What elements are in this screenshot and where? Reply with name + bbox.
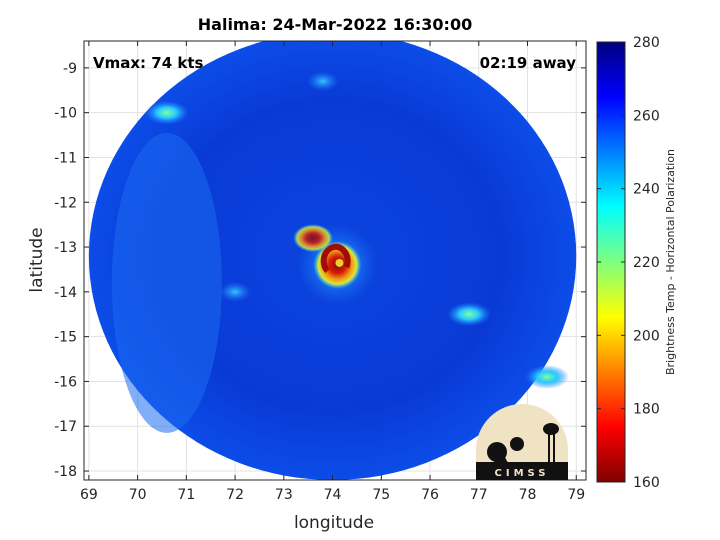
chart-title: Halima: 24-Mar-2022 16:30:00 — [198, 15, 472, 34]
cloud-band-west — [111, 132, 222, 433]
y-tick-label: -10 — [54, 106, 77, 122]
convective-cell — [525, 364, 570, 389]
x-tick-label: 69 — [80, 487, 98, 503]
x-tick-label: 73 — [275, 487, 293, 503]
vmax-label: Vmax: 74 kts — [93, 54, 203, 72]
colorbar-tick-label: 220 — [633, 255, 660, 271]
x-tick-label: 76 — [421, 487, 439, 503]
x-tick-label: 70 — [129, 487, 147, 503]
colorbar-label: Brightness Temp - Horizontal Polarizatio… — [664, 149, 677, 375]
colorbar-gradient — [596, 41, 626, 483]
colorbar-tick-label: 180 — [633, 402, 660, 418]
cimss-logo-text: CIMSS — [495, 468, 550, 479]
convective-cell — [219, 281, 252, 302]
y-tick-label: -17 — [54, 419, 77, 435]
x-tick-label: 71 — [177, 487, 195, 503]
x-tick-label: 77 — [470, 487, 488, 503]
convective-cell — [293, 224, 334, 253]
colorbar-tick-label: 280 — [633, 35, 660, 51]
colorbar-tick-label: 200 — [633, 328, 660, 344]
y-tick-label: -11 — [54, 150, 77, 166]
plot-frame — [83, 40, 587, 481]
cimss-logo: CIMSS — [476, 404, 568, 480]
convective-cell — [306, 71, 339, 92]
x-tick-label: 79 — [567, 487, 585, 503]
eyewall-arc — [320, 243, 351, 273]
y-tick-label: -16 — [54, 374, 77, 390]
colorbar-tick-label: 260 — [633, 108, 660, 124]
y-tick-label: -9 — [63, 61, 77, 77]
x-tick-label: 78 — [519, 487, 537, 503]
time-away-label: 02:19 away — [480, 54, 577, 72]
y-tick-label: -12 — [54, 195, 77, 211]
y-tick-label: -14 — [54, 285, 77, 301]
y-tick-label: -13 — [54, 240, 77, 256]
colorbar-ticks: 160 180 200 220 240 260 280 — [597, 35, 660, 491]
convective-cell — [144, 100, 189, 125]
axis-ticks: 69 70 71 72 73 74 75 76 77 78 79 -9 -10 -11 -12 -13 -14 -… — [54, 41, 586, 503]
colorbar-tick-label: 240 — [633, 182, 660, 198]
y-tick-label: -15 — [54, 330, 77, 346]
x-tick-label: 75 — [372, 487, 390, 503]
microwave-swath — [88, 41, 577, 480]
x-axis-label: longitude — [294, 513, 374, 533]
convective-cell — [447, 302, 492, 327]
x-tick-label: 74 — [324, 487, 342, 503]
x-tick-label: 72 — [226, 487, 244, 503]
storm-eye — [335, 258, 344, 267]
y-axis-label: latitude — [27, 227, 47, 292]
colorbar-tick-label: 160 — [633, 475, 660, 491]
colorbar: 160 180 200 220 240 260 280 Brightness Temp - … — [596, 35, 677, 491]
y-tick-label: -18 — [54, 464, 77, 480]
